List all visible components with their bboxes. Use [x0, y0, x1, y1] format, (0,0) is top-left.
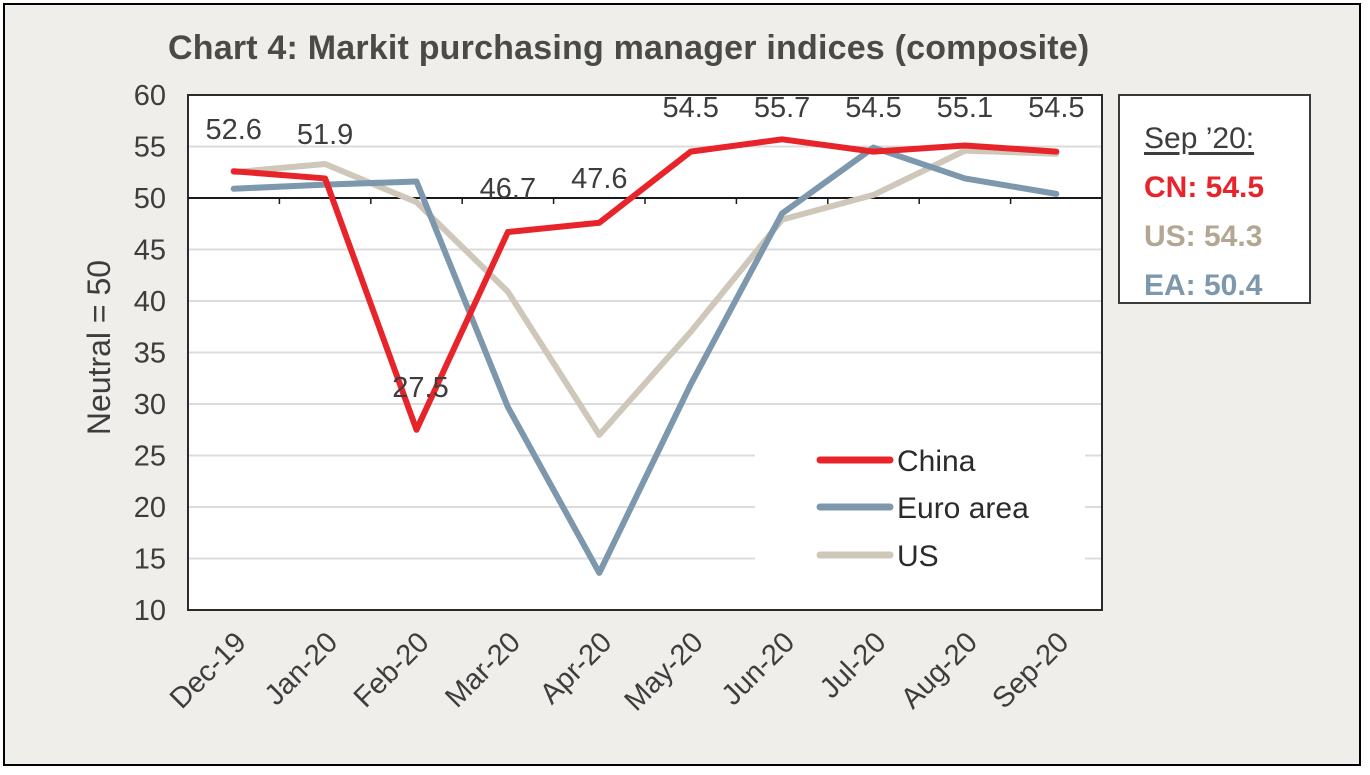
y-tick-label: 25 [134, 441, 166, 473]
x-tick-label: Dec-19 [164, 626, 253, 715]
x-tick-label: Jan-20 [259, 626, 344, 711]
legend-label-china: China [897, 445, 976, 478]
data-label-china: 55.7 [754, 92, 810, 124]
y-tick-label: 60 [134, 80, 166, 112]
data-point-china [962, 142, 968, 148]
data-point-china [414, 427, 419, 433]
data-label-china: 54.5 [1028, 92, 1084, 124]
y-tick-label: 50 [134, 183, 166, 215]
y-axis-label: Neutral = 50 [81, 260, 117, 435]
latest-values-box: Sep ’20: CN: 54.5 US: 54.3 EA: 50.4 [1118, 94, 1311, 304]
data-label-china: 52.6 [205, 114, 261, 146]
x-tick-label: Mar-20 [439, 626, 527, 714]
data-point-euro-area [688, 381, 694, 387]
y-tick-label: 55 [134, 132, 166, 164]
data-label-china: 55.1 [937, 92, 993, 124]
x-tick-label: Apr-20 [534, 626, 618, 710]
data-point-euro-area [596, 570, 602, 576]
legend-label-us: US [897, 540, 939, 573]
y-tick-label: 10 [134, 595, 166, 627]
chart-frame: 10 15 20 25 30 35 40 45 50 55 60 Neutral = 50 Dec-19… [3, 3, 1361, 766]
data-point-euro-area [231, 186, 237, 192]
legend-area [755, 430, 1085, 580]
data-label-china: 27.5 [392, 372, 448, 404]
data-point-us [596, 432, 602, 438]
y-tick-label: 15 [134, 544, 166, 576]
y-tick-label: 20 [134, 492, 166, 524]
data-point-us [505, 289, 511, 295]
data-point-china [871, 149, 876, 155]
data-point-us [688, 329, 694, 335]
data-point-us [962, 148, 968, 154]
chart-title: Chart 4: Markit purchasing manager indic… [168, 29, 1090, 67]
x-tick-label: Sep-20 [986, 626, 1075, 715]
x-tick-label: Aug-20 [895, 626, 984, 715]
data-point-us [322, 161, 328, 167]
data-point-euro-area [1053, 191, 1059, 197]
data-label-china: 54.5 [845, 92, 901, 124]
data-point-china [596, 220, 602, 226]
y-tick-label: 45 [134, 235, 166, 267]
data-point-euro-area [414, 179, 419, 185]
data-label-china: 46.7 [480, 173, 536, 205]
data-point-euro-area [779, 210, 785, 216]
data-point-china [688, 149, 694, 155]
y-tick-label: 30 [134, 389, 166, 421]
series-line-china [230, 136, 1060, 433]
x-tick-label: Jul-20 [814, 626, 892, 704]
x-tick-label: May-20 [619, 626, 710, 717]
latest-values-heading: Sep ’20: [1144, 122, 1255, 155]
data-point-china [505, 229, 511, 235]
data-point-us [871, 192, 876, 198]
data-point-us [414, 199, 419, 205]
plot-border [187, 94, 1103, 611]
data-point-euro-area [962, 175, 968, 181]
latest-value-euro-area: EA: 50.4 [1144, 269, 1263, 302]
y-tick-label: 35 [134, 338, 166, 370]
data-point-china [322, 175, 328, 181]
y-tick-label: 40 [134, 286, 166, 318]
data-label-china: 54.5 [662, 92, 718, 124]
data-point-china [779, 136, 785, 142]
data-point-china [231, 168, 237, 174]
x-tick-label: Feb-20 [348, 626, 436, 714]
series-line-euro-area [230, 144, 1060, 576]
data-label-china: 47.6 [571, 163, 627, 195]
chart-canvas: 10 15 20 25 30 35 40 45 50 55 60 Neutral = 50 Dec-19… [81, 80, 1103, 717]
latest-value-china: CN: 54.5 [1144, 171, 1265, 204]
legend-label-euro-area: Euro area [897, 492, 1029, 525]
x-tick-label: Jun-20 [716, 626, 801, 711]
data-label-china: 51.9 [297, 119, 353, 151]
data-point-euro-area [505, 404, 511, 410]
latest-value-us: US: 54.3 [1144, 220, 1263, 253]
data-point-china [1053, 149, 1059, 155]
